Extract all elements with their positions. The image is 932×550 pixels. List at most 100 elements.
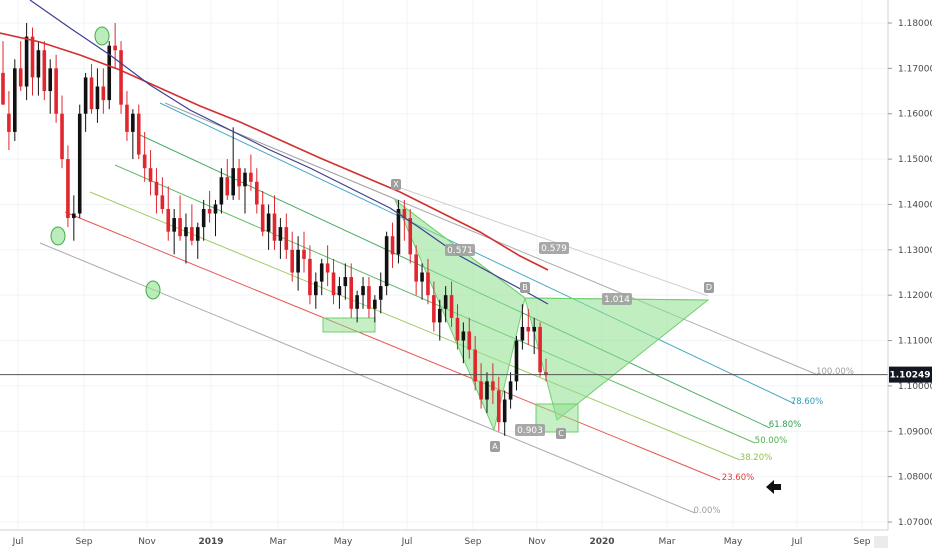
- candle-body: [514, 340, 519, 382]
- candle-body: [260, 204, 265, 232]
- candle-body: [473, 349, 477, 382]
- candle-body: [266, 213, 271, 232]
- y-tick-label: 1.13000: [898, 246, 932, 256]
- candle-body: [373, 299, 377, 309]
- candle-body: [113, 45, 117, 51]
- candle-body: [125, 104, 129, 132]
- ratio-badge: [602, 293, 632, 305]
- x-tick-label: May: [334, 537, 353, 547]
- candle-body: [302, 249, 306, 259]
- highlight-markers: [0, 26, 888, 376]
- candle-body: [190, 227, 194, 241]
- candle-body: [467, 331, 472, 350]
- candle-body: [119, 50, 123, 105]
- left-arrow-shape: [766, 480, 781, 494]
- candle-body: [13, 68, 17, 132]
- candle-body: [520, 326, 525, 341]
- ratio-badge: [445, 244, 475, 256]
- candle-body: [355, 295, 359, 309]
- candle-body: [485, 381, 489, 400]
- fib-label: 38.20%: [740, 453, 772, 463]
- x-tick-label: Mar: [659, 537, 676, 547]
- zone-box: [322, 317, 376, 333]
- candle-body: [195, 227, 200, 241]
- pattern-point-x: X: [393, 180, 399, 189]
- highlight-circle: [50, 226, 66, 246]
- fib-label: 0.00%: [693, 506, 720, 516]
- x-tick-label: Nov: [138, 537, 156, 547]
- candle-body: [420, 272, 424, 282]
- fib-label: 100.00%: [816, 367, 854, 377]
- candle-body: [361, 286, 365, 296]
- y-tick-label: 1.11000: [898, 337, 932, 347]
- pattern-point-b: B: [522, 283, 528, 292]
- candle-body: [243, 172, 247, 187]
- candle-body: [278, 227, 283, 241]
- candle-body: [479, 381, 483, 400]
- candle-body: [101, 86, 106, 101]
- candle-body: [461, 331, 466, 341]
- candle-body: [36, 50, 41, 78]
- candle-body: [42, 50, 47, 92]
- candle-body: [142, 154, 147, 169]
- y-tick-label: 1.17000: [898, 64, 932, 74]
- candle-body: [201, 208, 206, 228]
- fib-line: [394, 198, 819, 376]
- ma-red-line: [0, 32, 549, 271]
- candle-body: [290, 249, 295, 273]
- ratio-label: 0.579: [541, 244, 567, 254]
- candle-body: [325, 263, 330, 273]
- candle-body: [166, 208, 171, 232]
- candle-body: [449, 295, 454, 318]
- x-tick-label: 2019: [198, 537, 223, 547]
- ratio-label: 1.014: [604, 295, 630, 305]
- ratio-badge: [515, 424, 545, 436]
- y-tick-label: 1.16000: [898, 110, 932, 120]
- candle-body: [384, 236, 389, 287]
- settings-icon: [874, 536, 888, 548]
- fib-line: [159, 102, 796, 405]
- y-tick-label: 1.10000: [898, 382, 932, 392]
- candle-body: [231, 168, 235, 196]
- x-tick-label: May: [724, 537, 743, 547]
- candle-body: [254, 181, 259, 205]
- candle-body: [437, 308, 442, 323]
- candle-body: [532, 326, 536, 332]
- candle-body: [337, 286, 342, 296]
- candle-body: [60, 113, 64, 160]
- candle-body: [160, 195, 165, 209]
- ratio-label: 0.571: [447, 246, 473, 256]
- candle-body: [508, 381, 513, 400]
- pattern-point-badge: [520, 282, 530, 293]
- fib-channel: [39, 102, 819, 514]
- x-tick-label: Jul: [12, 537, 24, 547]
- candle-body: [30, 36, 35, 78]
- candle-body: [272, 213, 277, 241]
- candlestick-series: [1, 23, 548, 436]
- xab-triangle: [393, 198, 526, 432]
- pattern-point-d: D: [706, 283, 712, 292]
- candle-body: [7, 113, 11, 132]
- zone-box: [535, 403, 579, 433]
- ma-blue-line: [29, 0, 549, 305]
- pattern-labels: X A B C D 0.571 0.579 1.014 0.903: [391, 179, 714, 452]
- y-tick-label: 1.14000: [898, 200, 932, 210]
- left-arrow-icon: [766, 480, 781, 494]
- bcd-triangle: [524, 297, 710, 421]
- fib-label: 50.00%: [755, 436, 787, 446]
- candle-body: [107, 45, 112, 101]
- candle-body: [378, 286, 383, 300]
- candle-body: [432, 295, 436, 323]
- y-tick-label: 1.15000: [898, 155, 932, 165]
- candle-body: [18, 68, 23, 87]
- x-tick-label: 2020: [589, 537, 614, 547]
- candle-body: [284, 227, 289, 250]
- chart-grid: [0, 0, 888, 530]
- highlight-circle: [145, 280, 161, 300]
- candle-body: [455, 317, 460, 341]
- candle-body: [24, 36, 29, 87]
- ratio-badge: [539, 242, 569, 254]
- last-price-badge: [889, 366, 932, 383]
- last-price-label: 1.10249: [890, 371, 931, 381]
